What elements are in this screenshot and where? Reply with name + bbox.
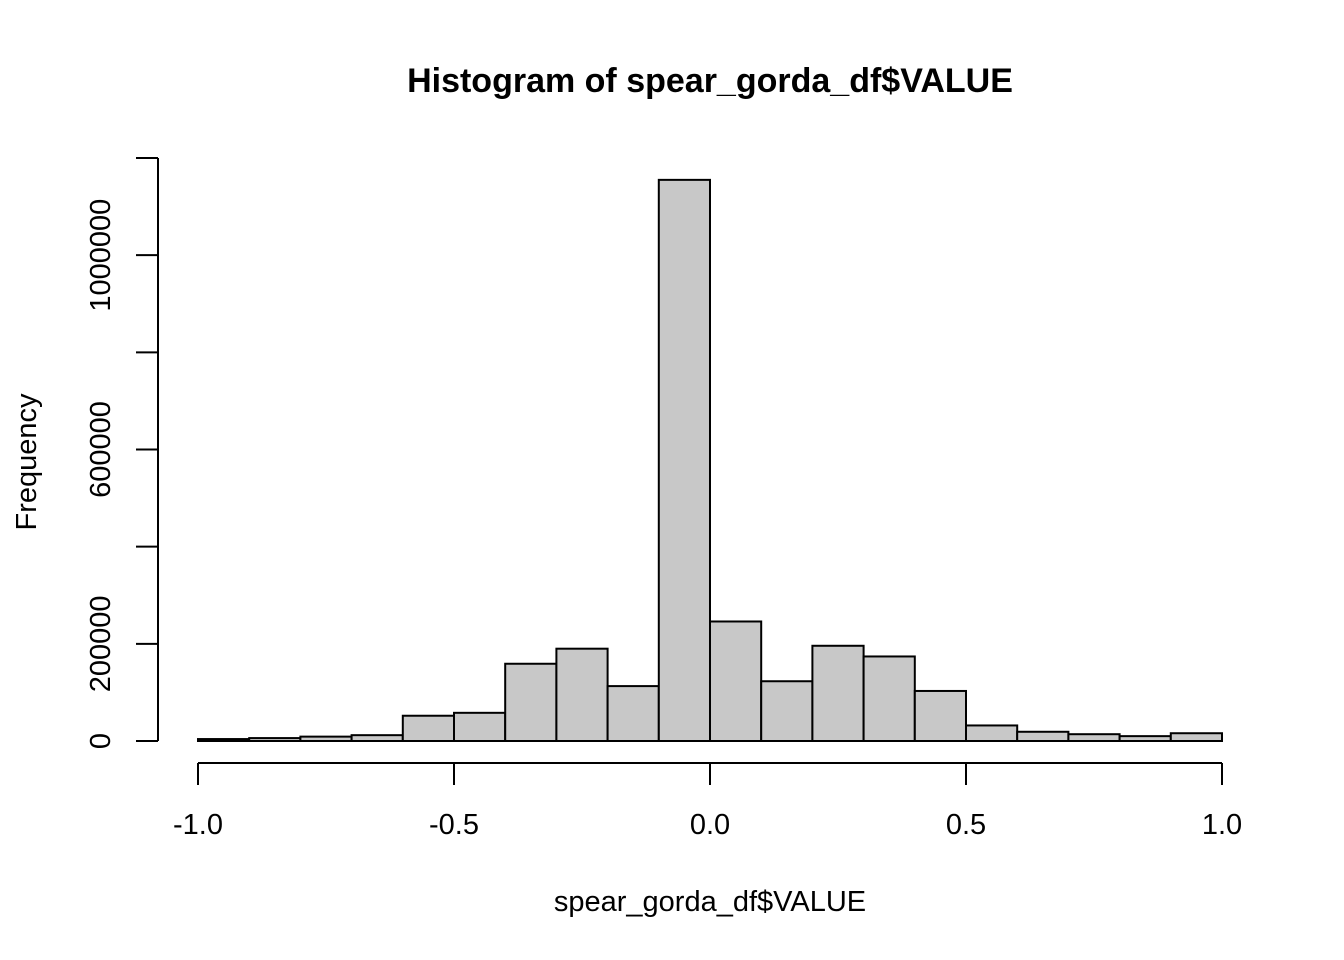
histogram-bar: [913, 689, 967, 742]
histogram-bar: [197, 738, 251, 742]
histogram-bar: [401, 714, 455, 743]
histogram-bar: [248, 737, 302, 743]
histogram-bar: [1016, 730, 1070, 742]
bars-group: [197, 178, 1224, 743]
histogram-bar: [709, 620, 763, 742]
histogram-bar: [965, 724, 1019, 742]
histogram-bar: [1067, 733, 1121, 742]
y-tick-label: 600000: [85, 401, 117, 498]
histogram-bar: [504, 662, 558, 742]
y-axis-label: Frequency: [11, 393, 43, 531]
histogram-bar: [760, 680, 814, 742]
histogram-bar: [299, 735, 353, 743]
histogram-bar: [555, 647, 609, 742]
y-tick-label: 200000: [85, 595, 117, 692]
x-tick-label: 0.0: [690, 809, 730, 841]
histogram-bar: [657, 178, 711, 743]
histogram-bar: [453, 711, 507, 742]
histogram-bar: [350, 734, 404, 742]
x-tick-label: -0.5: [429, 809, 479, 841]
histogram-bar: [811, 644, 865, 743]
y-tick-label: 0: [85, 733, 117, 749]
x-axis-label: spear_gorda_df$VALUE: [554, 886, 866, 918]
y-tick-label: 1000000: [85, 199, 117, 312]
x-tick-label: 1.0: [1202, 809, 1242, 841]
x-tick-label: 0.5: [946, 809, 986, 841]
histogram-bar: [1118, 735, 1172, 742]
chart-title: Histogram of spear_gorda_df$VALUE: [407, 62, 1013, 100]
x-axis: -1.0 -0.5 0.0 0.5 1.0: [173, 762, 1242, 841]
y-axis: 0 200000 600000 1000000: [85, 157, 159, 749]
histogram-bar: [862, 655, 916, 743]
histogram-bar: [606, 685, 660, 742]
x-tick-label: -1.0: [173, 809, 223, 841]
histogram-bar: [1169, 732, 1224, 743]
